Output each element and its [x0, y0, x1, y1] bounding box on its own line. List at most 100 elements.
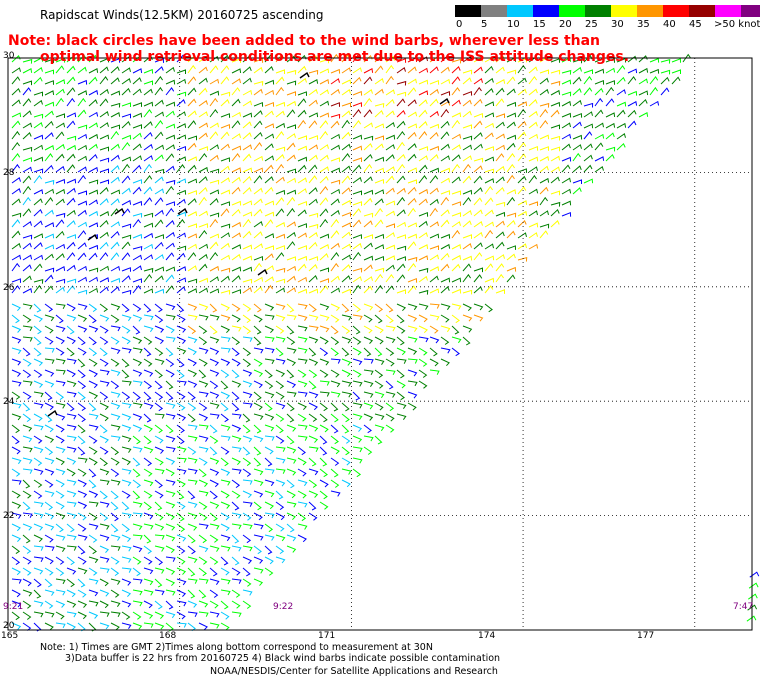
wind-barb: [88, 446, 98, 455]
wind-barb: [495, 55, 505, 63]
wind-barb: [176, 490, 185, 500]
wind-barb: [132, 179, 143, 184]
wind-barb: [33, 424, 44, 431]
wind-barb: [418, 56, 428, 63]
wind-barb: [286, 545, 297, 553]
wind-barb: [319, 358, 330, 366]
wind-barb: [418, 255, 429, 261]
wind-barb: [275, 54, 285, 63]
wind-barb: [308, 435, 319, 443]
wind-barb: [66, 303, 76, 312]
wind-barb: [99, 265, 110, 272]
wind-barb: [275, 556, 286, 564]
wind-barb: [440, 252, 450, 261]
wind-barb: [385, 358, 395, 367]
wind-barb: [110, 424, 121, 431]
wind-barb: [22, 175, 32, 184]
wind-barb: [462, 90, 473, 96]
wind-barb: [341, 391, 352, 398]
wind-barb: [55, 266, 66, 272]
wind-barb: [55, 212, 66, 218]
wind-barb: [132, 77, 142, 85]
wind-barb: [682, 53, 691, 63]
wind-barb: [506, 174, 515, 184]
wind-barb: [418, 232, 428, 239]
wind-barb: [495, 87, 505, 96]
wind-barb: [33, 380, 44, 388]
wind-barb: [407, 186, 417, 195]
wind-barb: [22, 369, 32, 378]
wind-barb: [264, 556, 274, 565]
wind-barb: [275, 501, 285, 510]
wind-barb: [220, 99, 230, 107]
wind-barb: [231, 435, 242, 443]
wind-barb: [319, 314, 330, 321]
wind-barb: [88, 490, 99, 498]
wind-barb: [451, 176, 461, 184]
wind-barb: [66, 135, 77, 141]
wind-barb: [198, 622, 208, 631]
wind-barb: [396, 336, 405, 346]
wind-barb: [385, 391, 396, 398]
wind-barb: [165, 391, 174, 401]
wind-barb: [374, 219, 384, 228]
wind-barb: [121, 208, 131, 217]
wind-barb: [55, 479, 65, 488]
wind-barb: [330, 347, 339, 357]
wind-barb: [297, 413, 307, 422]
wind-barb: [110, 336, 120, 345]
wind-barb: [352, 380, 363, 387]
wind-barb: [88, 369, 98, 378]
wind-barb: [528, 156, 539, 162]
wind-barb: [154, 314, 164, 323]
wind-barb: [187, 380, 198, 388]
wind-barb: [264, 186, 274, 195]
scale-color-cell: [741, 5, 760, 17]
wind-barb: [121, 113, 131, 119]
wind-barb: [671, 69, 681, 74]
wind-barb: [418, 314, 428, 323]
wind-barb: [330, 252, 340, 261]
wind-barb: [165, 231, 175, 239]
wind-barb: [297, 314, 308, 321]
wind-barb: [11, 285, 21, 294]
wind-barb: [121, 77, 131, 85]
wind-barb: [341, 254, 351, 261]
wind-barb: [11, 600, 22, 608]
wind-barb: [264, 369, 273, 379]
wind-barb: [517, 232, 527, 239]
wind-barb: [132, 501, 143, 508]
wind-barb: [517, 88, 527, 96]
wind-barb: [220, 380, 229, 390]
wind-barb: [55, 358, 66, 365]
wind-barb: [539, 165, 549, 173]
wind-barb: [286, 91, 296, 96]
wind-barb: [429, 198, 439, 206]
wind-barb: [154, 391, 164, 401]
wind-barb: [330, 424, 339, 434]
wind-barb: [363, 369, 374, 376]
wind-barb: [253, 435, 264, 443]
wind-barb: [506, 253, 516, 261]
wind-barb: [132, 600, 143, 607]
wind-barb: [374, 178, 385, 184]
wind-barb: [132, 567, 141, 577]
wind-barb: [44, 424, 54, 433]
wind-barb: [594, 79, 605, 85]
wind-barb: [506, 219, 516, 228]
wind-barb: [11, 435, 20, 445]
wind-barb: [33, 66, 43, 74]
wind-barb: [418, 358, 428, 367]
wind-barb: [330, 188, 341, 195]
wind-barb: [264, 164, 274, 173]
wind-barb: [231, 314, 241, 323]
wind-barb: [363, 220, 373, 228]
wind-barb: [110, 102, 121, 108]
wind-barb: [209, 97, 219, 107]
wind-barb: [385, 273, 395, 283]
wind-barb: [242, 424, 251, 434]
wind-barb: [77, 90, 88, 96]
wind-barb: [88, 111, 99, 118]
wind-barb: [319, 267, 329, 273]
wind-barb: [209, 424, 218, 434]
